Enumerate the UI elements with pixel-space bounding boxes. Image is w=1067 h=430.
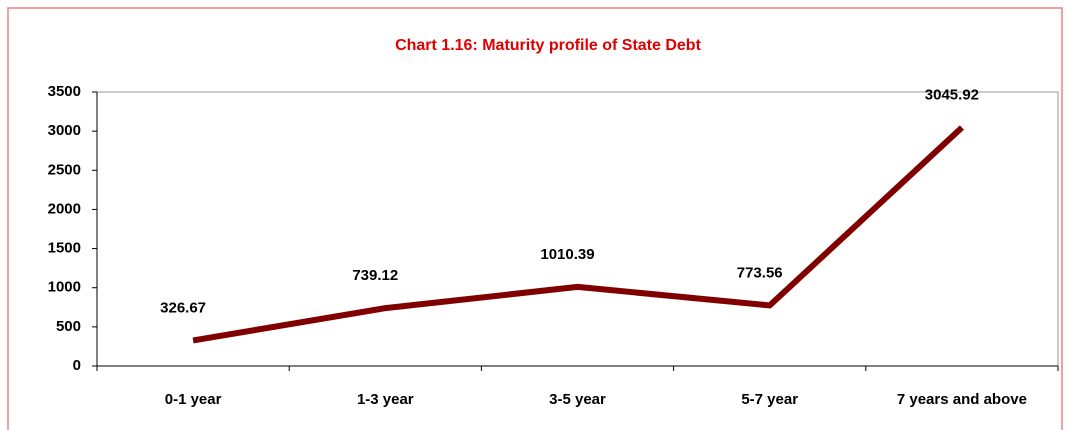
y-tick-label: 3500 — [48, 83, 81, 100]
data-label: 773.56 — [737, 264, 783, 281]
y-tick-label: 2000 — [48, 200, 81, 217]
data-line — [192, 125, 964, 344]
data-label: 3045.92 — [925, 87, 979, 104]
y-tick-label: 3000 — [48, 122, 81, 139]
y-tick-label: 0 — [73, 357, 81, 374]
chart-title: Chart 1.16: Maturity profile of State De… — [395, 37, 701, 54]
y-tick-label: 1000 — [48, 279, 81, 296]
x-tick-label: 7 years and above — [897, 391, 1027, 408]
frame — [7, 7, 1063, 430]
x-tick-label: 0-1 year — [165, 391, 222, 408]
x-tick-label: 5-7 year — [741, 391, 798, 408]
data-label: 739.12 — [352, 267, 398, 284]
data-label: 1010.39 — [540, 246, 594, 263]
y-tick-label: 1500 — [48, 240, 81, 257]
data-label: 326.67 — [160, 299, 206, 316]
x-tick-label: 3-5 year — [549, 391, 606, 408]
plot-area — [96, 91, 1059, 367]
y-tick-label: 500 — [56, 318, 81, 335]
x-tick-label: 1-3 year — [357, 391, 414, 408]
y-tick-label: 2500 — [48, 161, 81, 178]
